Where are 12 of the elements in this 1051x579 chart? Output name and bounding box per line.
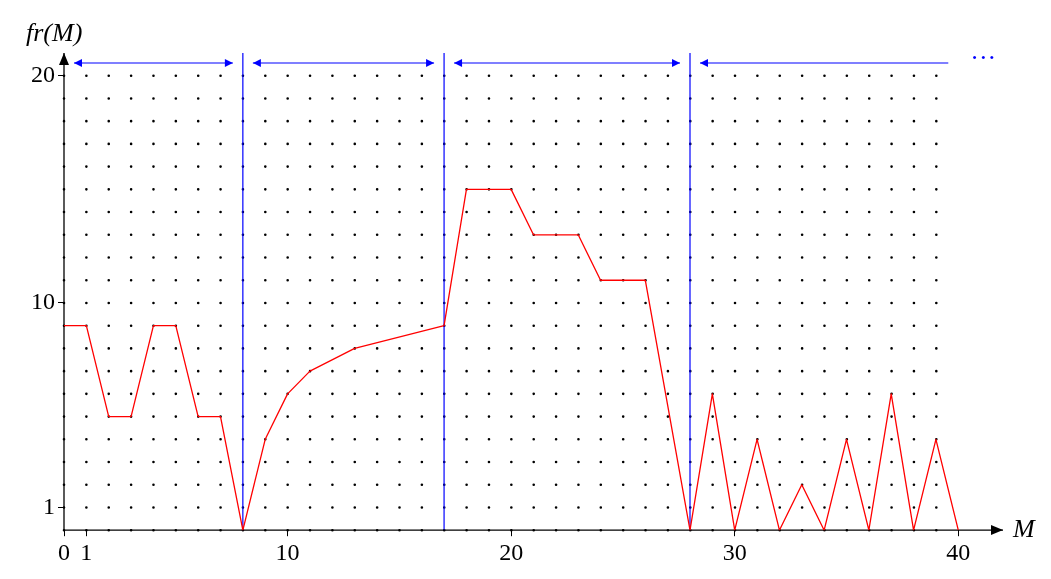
x-tick-label: 20	[499, 538, 524, 565]
y-tick-label: 10	[31, 288, 55, 315]
x-tick-label: 1	[80, 538, 93, 565]
x-axis-title: M	[1012, 514, 1036, 544]
annotation: ···	[970, 42, 997, 72]
x-tick-label: 0	[58, 538, 70, 565]
y-axis-title: fr(M)	[26, 17, 83, 47]
x-tick-label: 10	[275, 538, 300, 565]
x-tick-label: 30	[722, 538, 747, 565]
y-tick-label: 1	[43, 492, 55, 519]
x-tick-label: 40	[946, 538, 971, 565]
y-tick-label: 20	[31, 61, 55, 88]
